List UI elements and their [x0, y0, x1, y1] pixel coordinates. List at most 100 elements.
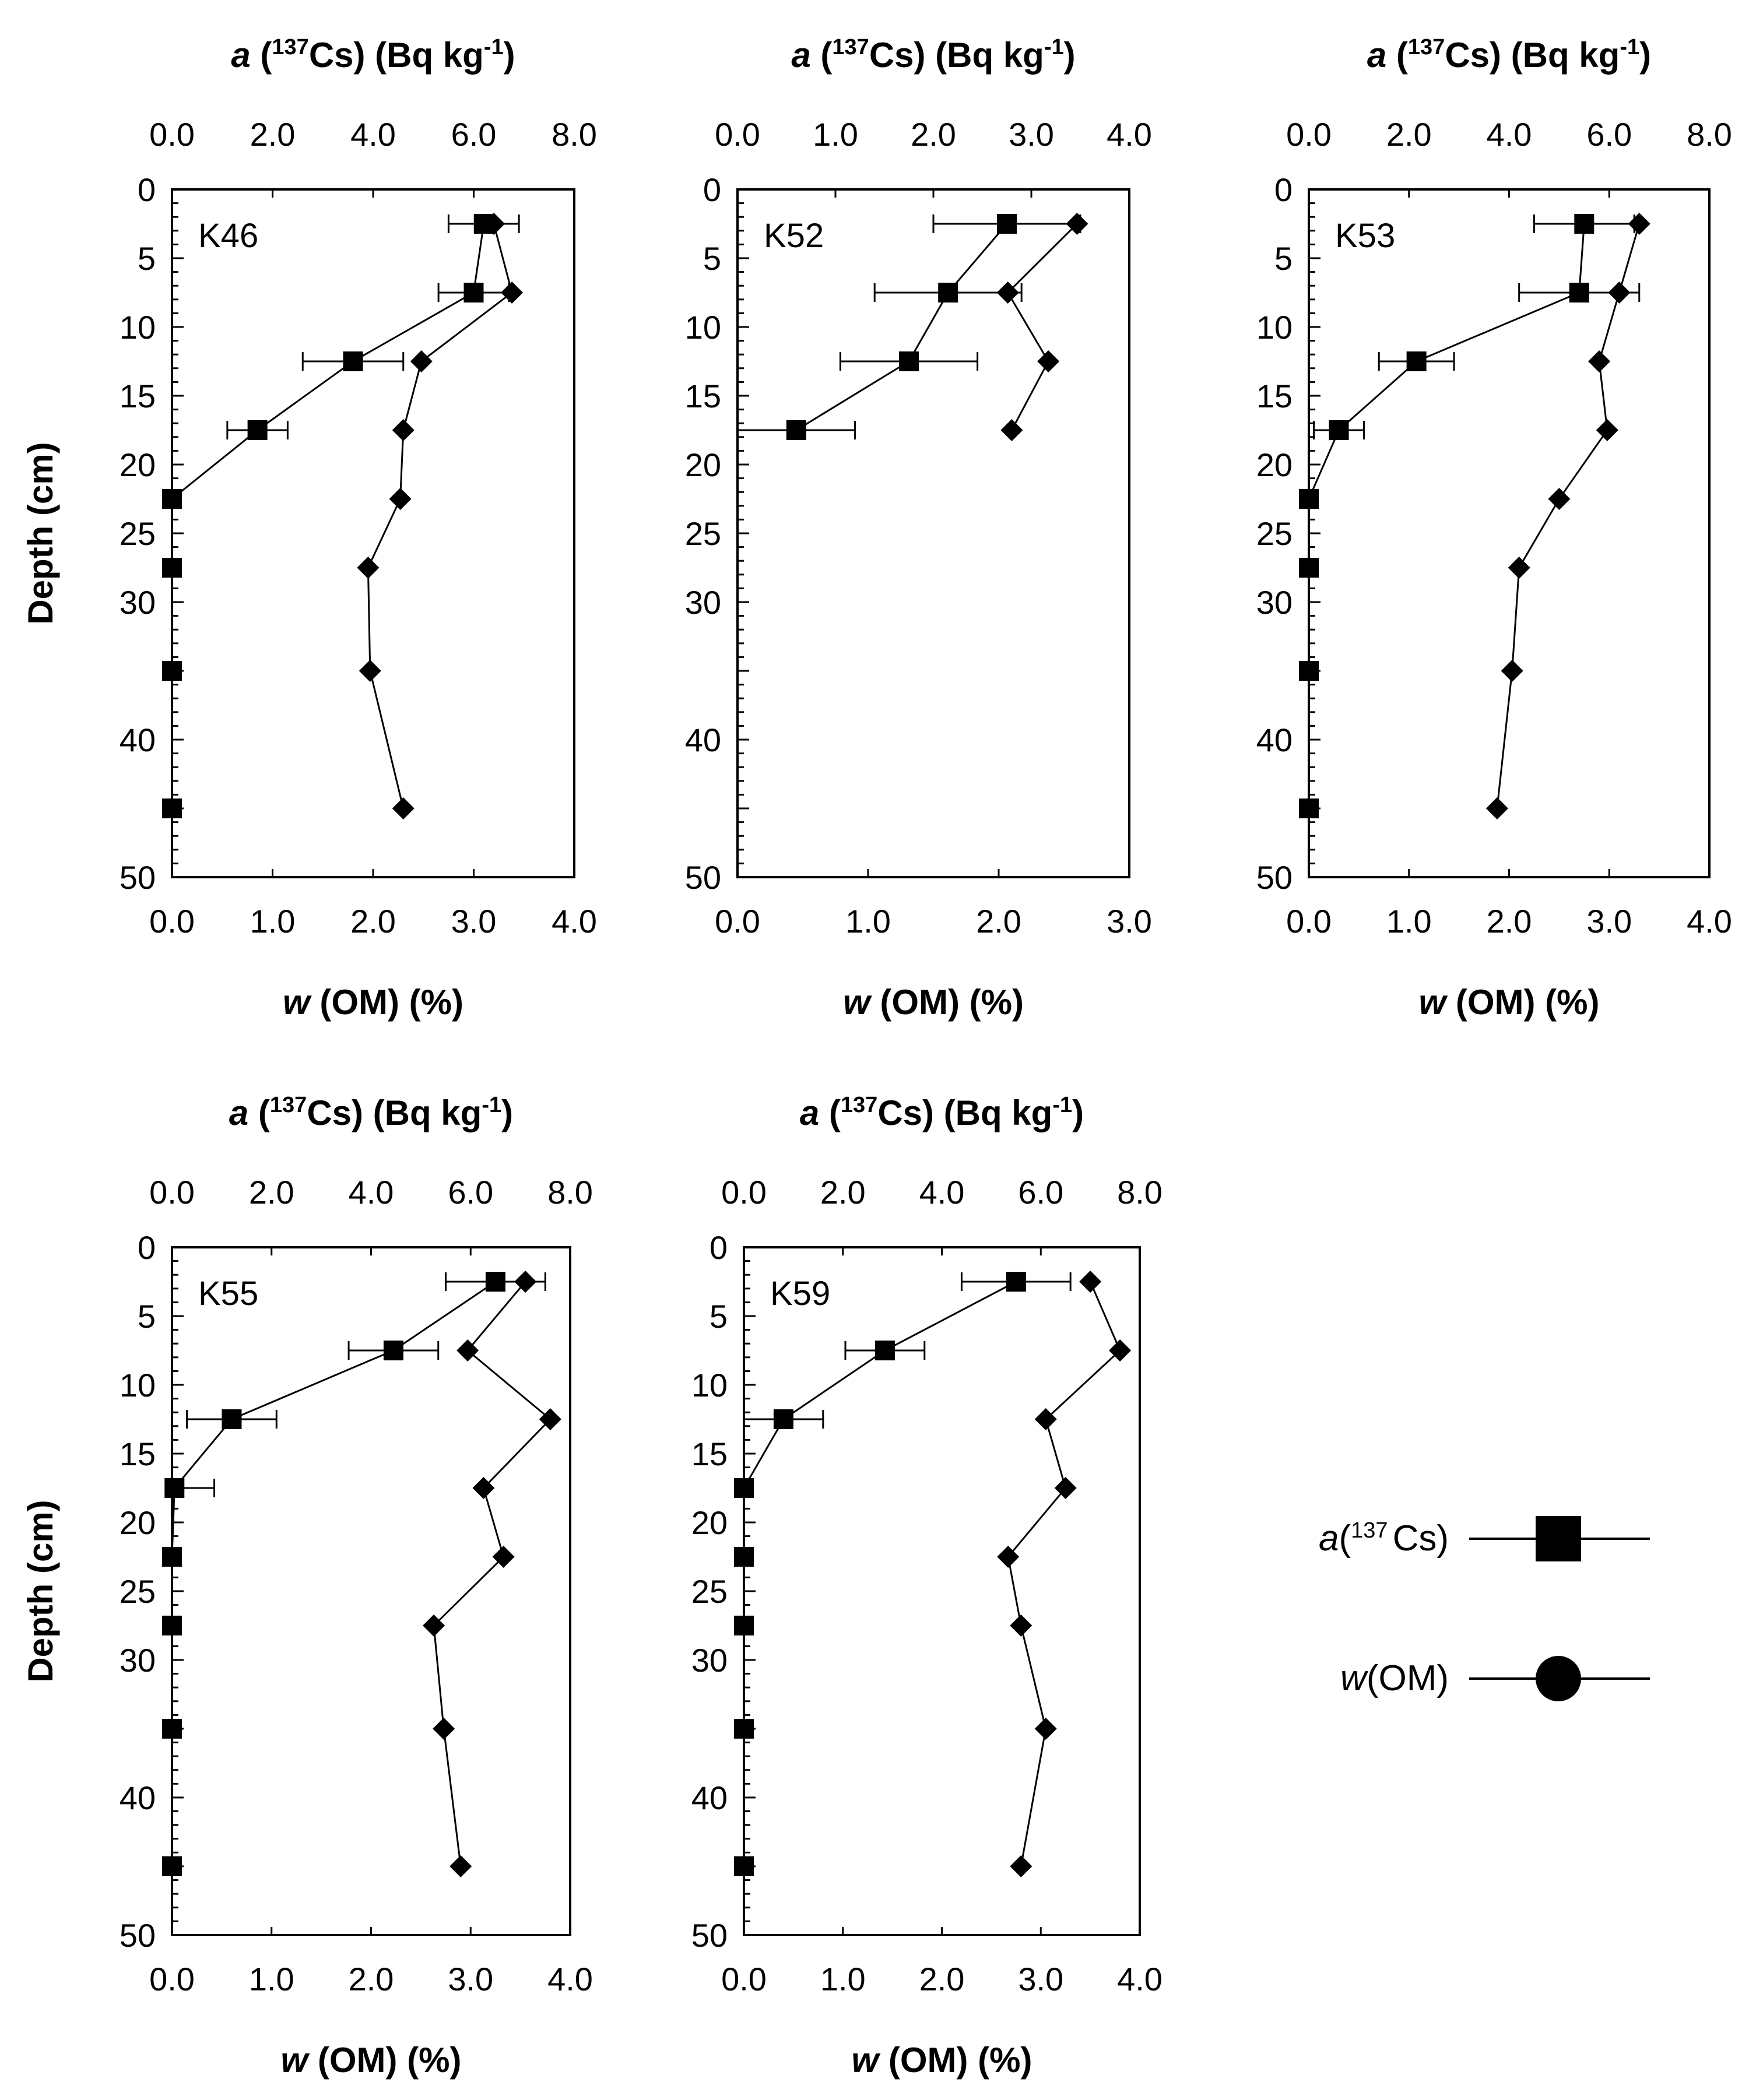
top-tick-label: 8.0	[547, 1174, 593, 1211]
cs-data-point	[162, 489, 182, 509]
legend: a(137 Cs) w(OM)	[1319, 1516, 1650, 1701]
top-tick-label: 4.0	[919, 1174, 965, 1211]
y-tick-label: 5	[1274, 240, 1293, 277]
om-data-point	[1010, 1614, 1032, 1637]
bottom-tick-label: 4.0	[1687, 903, 1732, 940]
panel-label: K52	[764, 217, 824, 255]
y-tick-label: 5	[703, 240, 721, 277]
y-tick-label: 5	[710, 1298, 728, 1335]
y-tick-label: 0	[138, 1229, 156, 1266]
y-tick-label: 30	[1256, 584, 1293, 621]
y-tick-label: 15	[120, 1436, 156, 1472]
cs-data-point	[162, 661, 182, 681]
y-tick-label: 0	[703, 171, 721, 208]
top-tick-label: 8.0	[1117, 1174, 1163, 1211]
bottom-tick-label: 2.0	[976, 903, 1021, 940]
om-data-point	[1034, 1408, 1057, 1430]
cs-data-point	[222, 1409, 242, 1429]
y-tick-label: 5	[138, 240, 156, 277]
cs-series-line	[796, 223, 1008, 431]
cs-data-point	[1299, 558, 1319, 578]
om-data-point	[1596, 419, 1618, 441]
top-tick-label: 2.0	[1386, 116, 1432, 153]
cs-data-point	[734, 1719, 754, 1739]
top-tick-label: 8.0	[1687, 116, 1732, 153]
top-tick-label: 3.0	[1009, 116, 1054, 153]
y-tick-label: 30	[120, 584, 156, 621]
om-series-line	[433, 1281, 552, 1867]
bottom-tick-label: 4.0	[552, 903, 597, 940]
top-tick-label: 0.0	[715, 116, 760, 153]
y-tick-label: 15	[120, 378, 156, 414]
bottom-tick-label: 0.0	[721, 1961, 767, 1997]
y-tick-label: 30	[685, 584, 721, 621]
legend-circle-marker	[1536, 1656, 1581, 1701]
y-tick-label: 40	[685, 722, 721, 758]
panel-k55: 0 5 10 15 20 25 30 40 50 Depth (cm) 0.0 2.0 4.0 6.0 8.…	[21, 1093, 593, 2080]
bottom-tick-label: 0.0	[715, 903, 760, 940]
om-data-point	[1508, 557, 1530, 579]
cs-data-point	[463, 283, 484, 302]
cs-data-point	[1574, 214, 1595, 234]
cs-series-line	[171, 223, 485, 808]
bottom-tick-label: 3.0	[451, 903, 497, 940]
top-tick-label: 4.0	[349, 1174, 394, 1211]
panel-label: K59	[770, 1275, 830, 1313]
bottom-tick-label: 3.0	[448, 1961, 493, 1997]
y-tick-label: 10	[691, 1367, 728, 1403]
y-tick-label: 0	[138, 171, 156, 208]
om-data-point	[514, 1271, 537, 1293]
om-data-point	[1109, 1339, 1132, 1362]
top-tick-label: 0.0	[721, 1174, 767, 1211]
om-data-point	[539, 1408, 561, 1430]
top-tick-label: 6.0	[448, 1174, 493, 1211]
cs-data-point	[899, 351, 919, 371]
om-data-point	[1588, 350, 1611, 372]
y-tick-label: 40	[1256, 722, 1293, 758]
bottom-tick-label: 2.0	[349, 1961, 394, 1997]
cs-data-point	[1329, 420, 1349, 440]
om-data-point	[997, 1546, 1020, 1568]
om-data-point	[392, 419, 415, 441]
cs-series-line	[1308, 223, 1585, 808]
bottom-tick-label: 4.0	[1117, 1961, 1163, 1997]
bottom-axis-title: w (OM) (%)	[852, 2041, 1032, 2080]
cs-series-line	[743, 1281, 1017, 1866]
y-tick-label: 50	[120, 1917, 156, 1954]
cs-data-point	[162, 1547, 182, 1567]
top-tick-label: 1.0	[813, 116, 858, 153]
y-tick-label: 20	[120, 446, 156, 483]
panel-label: K46	[198, 217, 258, 255]
top-tick-label: 2.0	[249, 1174, 294, 1211]
cs-data-point	[1299, 799, 1319, 818]
cs-data-point	[1569, 283, 1589, 302]
cs-data-point	[1006, 1272, 1026, 1292]
top-tick-label: 4.0	[350, 116, 396, 153]
bottom-axis-title: w (OM) (%)	[1419, 983, 1600, 1022]
y-tick-label: 0	[710, 1229, 728, 1266]
cs-data-point	[343, 351, 363, 371]
cs-data-point	[734, 1856, 754, 1876]
top-axis-title: a (137Cs) (Bq kg-1)	[231, 35, 515, 75]
bottom-tick-label: 1.0	[845, 903, 891, 940]
cs-data-point	[786, 420, 806, 440]
y-tick-label: 25	[685, 515, 721, 552]
bottom-tick-label: 2.0	[350, 903, 396, 940]
cs-data-point	[734, 1616, 754, 1635]
legend-label-cs: a(137 Cs)	[1319, 1518, 1449, 1559]
y-tick-label: 0	[1274, 171, 1293, 208]
y-tick-label: 25	[120, 1573, 156, 1610]
cs-data-point	[164, 1478, 185, 1498]
bottom-tick-label: 0.0	[1286, 903, 1332, 940]
cs-data-point	[773, 1409, 793, 1429]
cs-data-point	[875, 1341, 895, 1360]
cs-data-point	[485, 1272, 505, 1292]
bottom-tick-label: 0.0	[149, 903, 195, 940]
cs-data-point	[734, 1478, 754, 1498]
cs-data-point	[383, 1341, 403, 1360]
top-tick-label: 0.0	[149, 116, 195, 153]
om-data-point	[996, 282, 1019, 304]
